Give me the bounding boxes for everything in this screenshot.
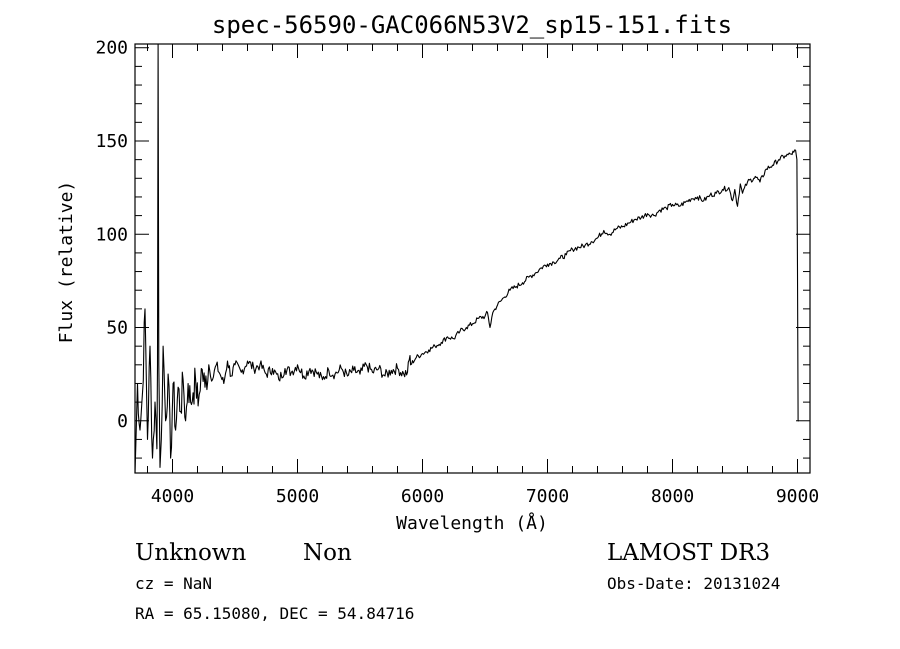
obs-date-label: Obs-Date: 20131024	[607, 574, 780, 593]
y-tick-label: 100	[95, 224, 128, 245]
series-line-flux	[134, 43, 799, 474]
y-axis-label: Flux (relative)	[56, 181, 77, 344]
x-tick-label: 5000	[276, 486, 319, 507]
object-subclass: Non	[303, 540, 352, 566]
x-tick-label: 9000	[776, 486, 819, 507]
x-axis-label: Wavelength (Å)	[396, 512, 548, 534]
x-tick-label: 4000	[151, 486, 194, 507]
y-tick-label: 150	[95, 131, 128, 152]
y-tick-label: 50	[106, 318, 128, 339]
chart-title: spec-56590-GAC066N53V2_sp15-151.fits	[212, 11, 732, 39]
object-class: Unknown	[135, 540, 246, 566]
x-tick-label: 7000	[526, 486, 569, 507]
y-axis: 0 50 100 150 200	[95, 38, 810, 459]
coords-label: RA = 65.15080, DEC = 54.84716	[135, 604, 414, 623]
redshift-label: cz = NaN	[135, 574, 212, 593]
x-tick-label: 6000	[401, 486, 444, 507]
x-axis: 4000 5000 6000 7000 8000 9000	[147, 44, 819, 507]
y-tick-label: 0	[117, 411, 128, 432]
y-tick-label: 200	[95, 38, 128, 59]
x-tick-label: 8000	[651, 486, 694, 507]
plot-frame	[134, 43, 811, 474]
survey-label: LAMOST DR3	[607, 540, 770, 566]
